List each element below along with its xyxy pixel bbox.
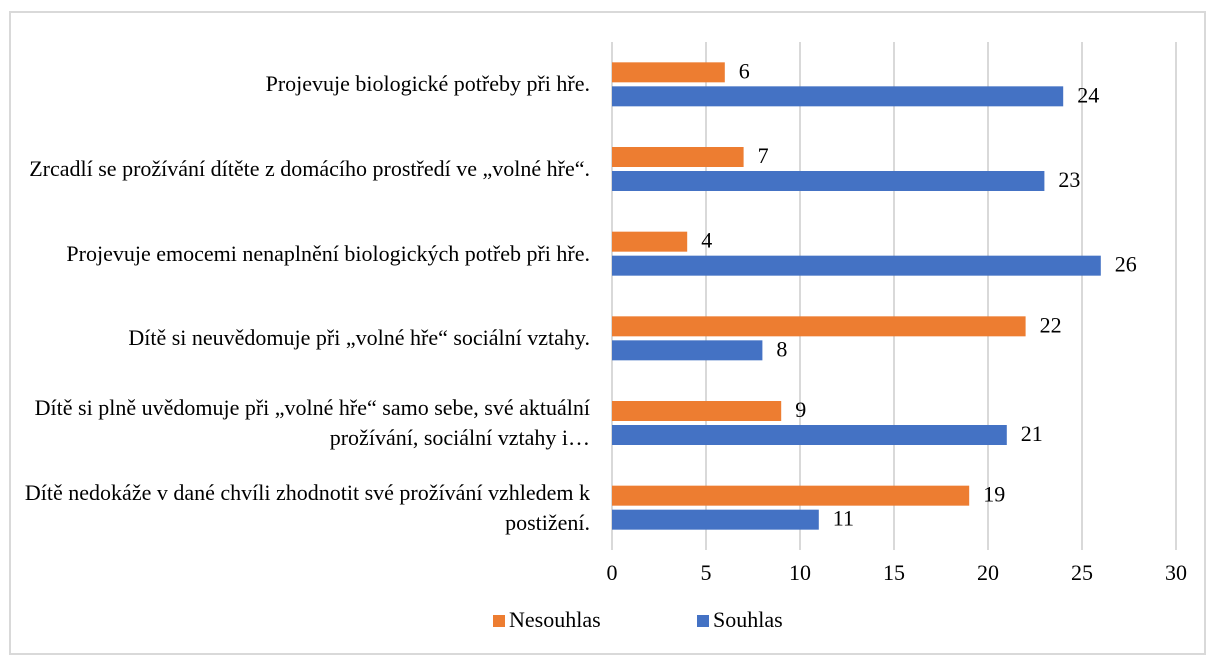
bar (612, 340, 763, 361)
legend-swatch (697, 615, 709, 627)
legend-label: Nesouhlas (509, 607, 601, 632)
x-tick-label: 20 (977, 560, 999, 585)
bar (612, 401, 782, 421)
x-tick-label: 25 (1071, 560, 1093, 585)
data-label: 22 (1040, 312, 1062, 337)
data-label: 7 (758, 143, 769, 168)
x-tick-label: 15 (883, 560, 905, 585)
data-label: 26 (1115, 252, 1137, 277)
bar (612, 255, 1101, 276)
legend-swatch (493, 615, 505, 627)
data-label: 19 (983, 482, 1005, 507)
bar (612, 425, 1007, 445)
data-label: 9 (795, 397, 806, 422)
x-tick-label: 30 (1165, 560, 1187, 585)
x-tick-label: 0 (607, 560, 618, 585)
y-tick-label: Projevuje biologické potřeby při hře. (265, 71, 590, 97)
bar (612, 485, 970, 506)
bar (612, 509, 819, 530)
y-tick-label: Dítě nedokáže v dané chvíli zhodnotit sv… (24, 479, 590, 535)
x-tick-label: 10 (789, 560, 811, 585)
data-label: 11 (833, 506, 854, 531)
data-label: 8 (776, 336, 787, 361)
y-tick-label: Dítě si plně uvědomuje při „volné hře“ s… (34, 395, 590, 450)
bar (612, 86, 1064, 107)
data-label: 23 (1058, 167, 1080, 192)
bar (612, 231, 688, 252)
x-tick-label: 5 (701, 560, 712, 585)
y-tick-label: Projevuje emocemi nenaplnění biologickýc… (66, 240, 590, 266)
y-tick-label: Zrcadlí se prožívání dítěte z domácího p… (29, 156, 590, 181)
bar (612, 147, 744, 167)
data-label: 6 (739, 58, 750, 83)
legend-label: Souhlas (713, 607, 783, 632)
bar (612, 62, 725, 83)
bar (612, 171, 1045, 191)
bar (612, 316, 1026, 337)
data-label: 21 (1021, 421, 1043, 446)
chart-border (9, 11, 1206, 655)
data-label: 24 (1077, 82, 1099, 107)
y-tick-label: Dítě si neuvědomuje při „volné hře“ soci… (128, 325, 590, 351)
data-label: 4 (701, 228, 712, 253)
